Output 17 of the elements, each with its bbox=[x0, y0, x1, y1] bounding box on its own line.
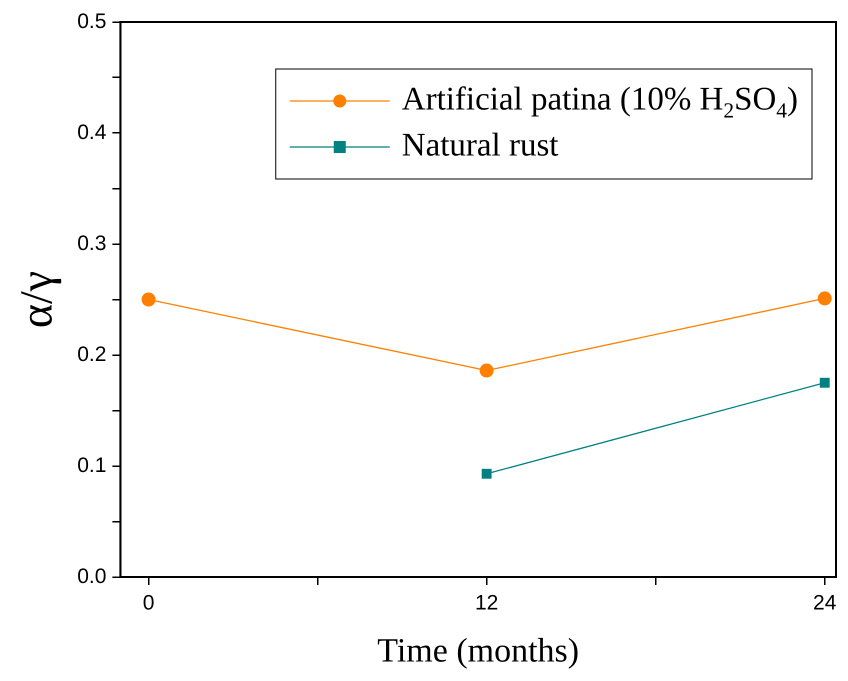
x-tick-label: 12 bbox=[474, 591, 498, 614]
point bbox=[482, 468, 492, 479]
legend-label: Natural rust bbox=[402, 128, 558, 164]
y-tick-label: 0.4 bbox=[77, 120, 107, 144]
y-tick-label: 0.2 bbox=[77, 342, 106, 366]
y-tick-label: 0.0 bbox=[77, 564, 106, 588]
point bbox=[818, 291, 832, 306]
y-tick-label: 0.3 bbox=[77, 232, 106, 255]
y-tick-label: 0.5 bbox=[77, 10, 106, 33]
point bbox=[480, 364, 494, 378]
point bbox=[820, 378, 830, 388]
x-tick-label: 0 bbox=[142, 591, 154, 614]
y-tick-label: 0.1 bbox=[77, 454, 106, 477]
x-tick-label: 24 bbox=[813, 591, 837, 614]
x-axis-title: Time (months) bbox=[377, 632, 580, 670]
point bbox=[142, 292, 156, 306]
y-axis-title: α/γ bbox=[10, 270, 62, 328]
